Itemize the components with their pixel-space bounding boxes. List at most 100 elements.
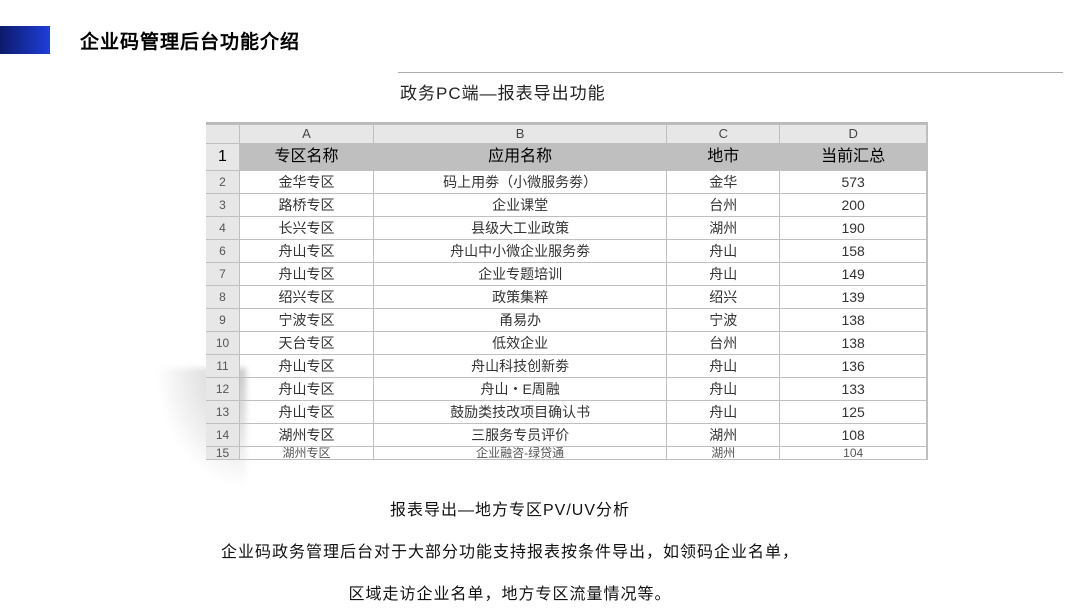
col-letter-D: D	[780, 125, 927, 144]
table-row: 15湖州专区企业融咨-绿贷通湖州104	[206, 447, 927, 461]
row-number: 1	[206, 144, 240, 171]
data-cell: 舟山科技创新劵	[374, 355, 667, 378]
data-cell: 133	[780, 378, 927, 401]
table-row: 7舟山专区企业专题培训舟山149	[206, 263, 927, 286]
data-cell: 舟山・E周融	[374, 378, 667, 401]
data-cell: 湖州	[667, 424, 780, 447]
data-cell: 舟山专区	[240, 401, 374, 424]
data-cell: 舟山中小微企业服务劵	[374, 240, 667, 263]
row-number: 9	[206, 309, 240, 332]
row-number: 10	[206, 332, 240, 355]
table-row: 6舟山专区舟山中小微企业服务劵舟山158	[206, 240, 927, 263]
data-cell: 湖州	[667, 447, 780, 461]
table-header-row: 1专区名称应用名称地市当前汇总	[206, 144, 927, 171]
data-cell: 舟山	[667, 240, 780, 263]
data-cell: 200	[780, 194, 927, 217]
data-cell: 台州	[667, 194, 780, 217]
spreadsheet-table: A B C D 1专区名称应用名称地市当前汇总2金华专区码上用劵（小微服务劵）金…	[206, 124, 927, 460]
table-row: 3路桥专区企业课堂台州200	[206, 194, 927, 217]
data-cell: 舟山专区	[240, 263, 374, 286]
data-cell: 139	[780, 286, 927, 309]
data-cell: 138	[780, 332, 927, 355]
data-cell: 绍兴专区	[240, 286, 374, 309]
row-number: 4	[206, 217, 240, 240]
data-cell: 宁波	[667, 309, 780, 332]
data-cell: 企业专题培训	[374, 263, 667, 286]
subtitle-rule	[398, 72, 1063, 73]
table-row: 4长兴专区县级大工业政策湖州190	[206, 217, 927, 240]
data-cell: 舟山专区	[240, 240, 374, 263]
data-cell: 长兴专区	[240, 217, 374, 240]
data-cell: 鼓励类技改项目确认书	[374, 401, 667, 424]
data-cell: 190	[780, 217, 927, 240]
row-number: 2	[206, 171, 240, 194]
col-letter-C: C	[667, 125, 780, 144]
data-cell: 125	[780, 401, 927, 424]
row-number: 8	[206, 286, 240, 309]
row-number: 6	[206, 240, 240, 263]
col-letter-A: A	[240, 125, 374, 144]
data-cell: 三服务专员评价	[374, 424, 667, 447]
header-cell: 当前汇总	[780, 144, 927, 171]
data-cell: 舟山	[667, 355, 780, 378]
data-cell: 甬易办	[374, 309, 667, 332]
subtitle: 政务PC端—报表导出功能	[400, 79, 1020, 104]
data-cell: 低效企业	[374, 332, 667, 355]
row-number: 13	[206, 401, 240, 424]
data-cell: 宁波专区	[240, 309, 374, 332]
header-cell: 专区名称	[240, 144, 374, 171]
data-cell: 湖州专区	[240, 424, 374, 447]
title-accent	[0, 26, 50, 54]
data-cell: 舟山专区	[240, 378, 374, 401]
desc-line1: 企业码政务管理后台对于大部分功能支持报表按条件导出，如领码企业名单，	[0, 538, 1020, 562]
corner-cell	[206, 125, 240, 144]
data-cell: 158	[780, 240, 927, 263]
data-cell: 企业融咨-绿贷通	[374, 447, 667, 461]
row-number: 12	[206, 378, 240, 401]
data-cell: 573	[780, 171, 927, 194]
table-row: 13舟山专区鼓励类技改项目确认书舟山125	[206, 401, 927, 424]
table-row: 12舟山专区舟山・E周融舟山133	[206, 378, 927, 401]
table-row: 9宁波专区甬易办宁波138	[206, 309, 927, 332]
spreadsheet: A B C D 1专区名称应用名称地市当前汇总2金华专区码上用劵（小微服务劵）金…	[206, 122, 928, 460]
title-row: 企业码管理后台功能介绍	[0, 26, 1020, 54]
page-title: 企业码管理后台功能介绍	[80, 27, 300, 54]
description: 报表导出—地方专区PV/UV分析 企业码政务管理后台对于大部分功能支持报表按条件…	[0, 496, 1020, 604]
data-cell: 湖州专区	[240, 447, 374, 461]
data-cell: 舟山	[667, 401, 780, 424]
spreadsheet-viewport: A B C D 1专区名称应用名称地市当前汇总2金华专区码上用劵（小微服务劵）金…	[206, 124, 928, 460]
col-letter-B: B	[374, 125, 667, 144]
table-row: 11舟山专区舟山科技创新劵舟山136	[206, 355, 927, 378]
table-row: 14湖州专区三服务专员评价湖州108	[206, 424, 927, 447]
data-cell: 县级大工业政策	[374, 217, 667, 240]
data-cell: 舟山	[667, 263, 780, 286]
data-cell: 绍兴	[667, 286, 780, 309]
header-cell: 地市	[667, 144, 780, 171]
data-cell: 金华	[667, 171, 780, 194]
data-cell: 108	[780, 424, 927, 447]
header-cell: 应用名称	[374, 144, 667, 171]
data-cell: 149	[780, 263, 927, 286]
row-number: 14	[206, 424, 240, 447]
row-number: 7	[206, 263, 240, 286]
table-row: 2金华专区码上用劵（小微服务劵）金华573	[206, 171, 927, 194]
data-cell: 舟山	[667, 378, 780, 401]
table-row: 8绍兴专区政策集粹绍兴139	[206, 286, 927, 309]
data-cell: 政策集粹	[374, 286, 667, 309]
row-number: 11	[206, 355, 240, 378]
data-cell: 路桥专区	[240, 194, 374, 217]
data-cell: 码上用劵（小微服务劵）	[374, 171, 667, 194]
data-cell: 138	[780, 309, 927, 332]
data-cell: 金华专区	[240, 171, 374, 194]
subtitle-area: 政务PC端—报表导出功能	[0, 72, 1020, 104]
data-cell: 台州	[667, 332, 780, 355]
data-cell: 104	[780, 447, 927, 461]
data-cell: 天台专区	[240, 332, 374, 355]
data-cell: 136	[780, 355, 927, 378]
table-row: 10天台专区低效企业台州138	[206, 332, 927, 355]
desc-heading: 报表导出—地方专区PV/UV分析	[0, 496, 1020, 520]
row-number: 3	[206, 194, 240, 217]
data-cell: 湖州	[667, 217, 780, 240]
desc-line2: 区域走访企业名单，地方专区流量情况等。	[0, 580, 1020, 604]
data-cell: 企业课堂	[374, 194, 667, 217]
